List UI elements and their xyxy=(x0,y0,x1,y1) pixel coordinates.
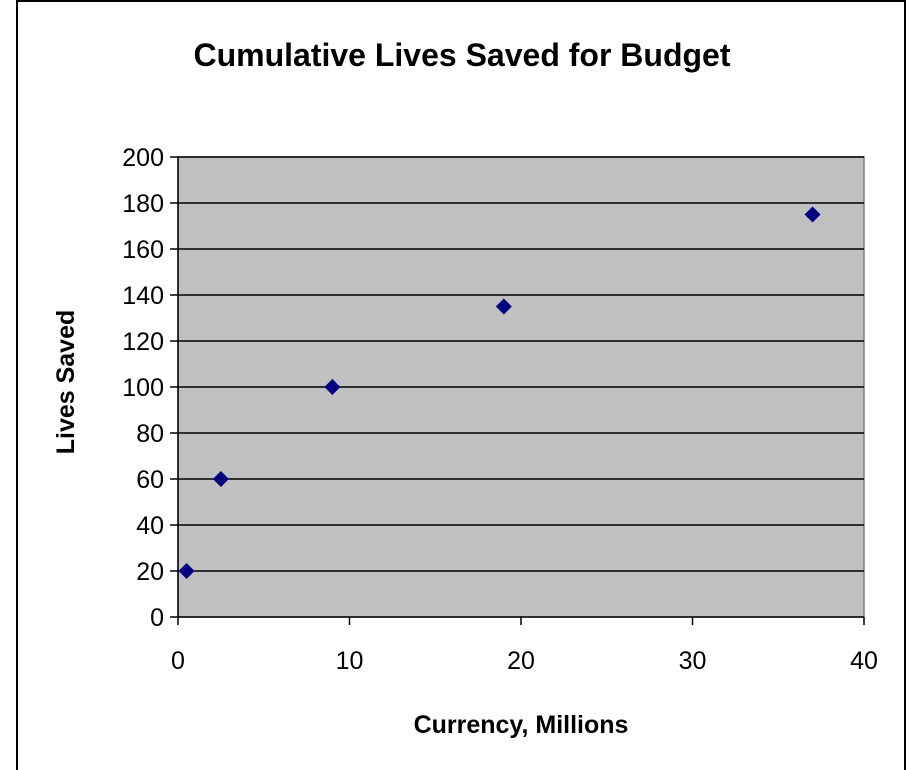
x-axis-title: Currency, Millions xyxy=(414,711,629,739)
y-tick-label: 20 xyxy=(136,558,164,586)
x-tick-label: 20 xyxy=(507,647,535,675)
y-tick-label: 140 xyxy=(122,282,164,310)
data-point xyxy=(178,563,195,579)
data-point xyxy=(495,298,512,315)
y-axis-title: Lives Saved xyxy=(52,310,80,455)
data-point xyxy=(804,206,821,223)
y-tick-label: 40 xyxy=(136,512,164,540)
x-axis-ticks: 0 10 20 30 40 xyxy=(171,617,878,675)
x-tick-label: 30 xyxy=(679,647,707,675)
x-tick-label: 0 xyxy=(171,647,185,675)
y-tick-label: 120 xyxy=(122,328,164,356)
y-tick-label: 80 xyxy=(136,420,164,448)
y-tick-label: 0 xyxy=(150,604,164,632)
y-axis-ticks: 0 20 40 60 80 100 120 140 160 180 200 xyxy=(122,144,178,632)
y-tick-label: 160 xyxy=(122,236,164,264)
data-point xyxy=(212,471,229,487)
chart-title: Cumulative Lives Saved for Budget xyxy=(193,37,730,73)
y-tick-label: 100 xyxy=(122,374,164,402)
data-point xyxy=(324,379,341,395)
data-points xyxy=(178,206,821,579)
chart-frame xyxy=(16,0,906,770)
y-tick-label: 200 xyxy=(122,144,164,172)
y-tick-label: 180 xyxy=(122,190,164,218)
x-tick-label: 10 xyxy=(336,647,364,675)
grid-lines xyxy=(178,156,864,572)
x-tick-label: 40 xyxy=(850,647,878,675)
y-tick-label: 60 xyxy=(136,466,164,494)
